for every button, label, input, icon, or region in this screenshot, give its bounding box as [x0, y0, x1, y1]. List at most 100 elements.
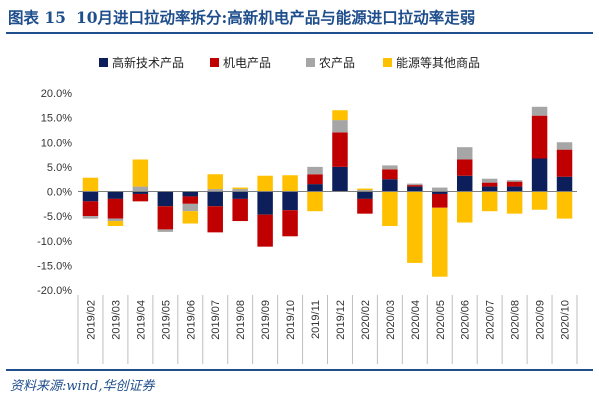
chart-title: 图表 15 10月进口拉动率拆分:高新机电产品与能源进口拉动率走弱	[8, 6, 591, 30]
bar-2020/06-series-0	[456, 175, 473, 192]
bar-2020/08-series-2	[506, 180, 523, 182]
bar-2019/05-series-2	[157, 229, 174, 232]
legend-swatch-1	[210, 58, 219, 67]
bar-2020/08-series-3	[506, 191, 523, 214]
y-tick-label: 10.0%	[41, 137, 72, 149]
y-tick-label: -15.0%	[37, 260, 72, 272]
bar-2019/09-series-1	[257, 214, 273, 247]
bar-2019/08-series-2	[232, 189, 248, 192]
bar-2019/08-series-3	[232, 187, 248, 190]
x-tick-label: 2020/07	[485, 300, 497, 340]
y-tick-label: 15.0%	[41, 113, 72, 125]
y-tick-label: -5.0%	[43, 211, 72, 223]
bar-2019/11-series-0	[307, 184, 323, 192]
x-tick-label: 2020/02	[360, 300, 372, 340]
bar-2020/05-series-1	[432, 193, 448, 208]
bar-2019/03-series-0	[107, 191, 124, 199]
bar-2019/04-series-3	[132, 159, 149, 187]
figure-title: 10月进口拉动率拆分:高新机电产品与能源进口拉动率走弱	[75, 8, 476, 27]
bar-2019/03-series-3	[107, 221, 124, 226]
y-axis-ticks: -20.0% -15.0% -10.0% -5.0% 0.0% 5.0% 10.0% 15.0…	[37, 88, 72, 297]
bar-2020/05-series-0	[432, 191, 448, 194]
bar-2019/12-series-1	[332, 132, 348, 167]
bar-2020/04-series-0	[407, 186, 423, 192]
x-tick-label: 2020/08	[510, 300, 522, 340]
bar-2020/07-series-1	[481, 182, 498, 187]
legend-swatch-2	[306, 58, 315, 67]
bar-2019/08-series-1	[232, 198, 248, 222]
x-tick-label: 2019/03	[110, 300, 122, 340]
bar-2019/02-series-1	[82, 201, 99, 217]
legend-label-2: 农产品	[319, 56, 355, 70]
bar-2020/02-series-2	[357, 190, 373, 192]
bar-2020/09-series-2	[531, 106, 548, 116]
x-tick-label: 2019/05	[160, 300, 172, 340]
legend-label-1: 机电产品	[223, 56, 271, 70]
legend-swatch-3	[383, 58, 392, 67]
bar-2020/02-series-0	[357, 191, 373, 199]
stacked-bar-chart: 高新技术产品 机电产品 农产品 能源等其他商品 -20.0%-15.0%-10.0%-…	[37, 55, 578, 364]
bar-2019/04-series-1	[132, 193, 149, 202]
bar-2020/09-series-1	[531, 115, 548, 159]
y-tick-label: 0.0%	[47, 187, 72, 199]
bar-2020/08-series-0	[506, 186, 523, 192]
legend: 高新技术产品 机电产品 农产品 能源等其他商品	[99, 55, 480, 70]
bar-2020/09-series-0	[531, 158, 548, 192]
x-axis-ticks: 2019/02 2019/03 2019/04 2019/05 2019/06 2019/…	[77, 295, 578, 364]
x-tick-label: 2020/03	[385, 300, 397, 340]
x-tick-label: 2019/09	[260, 300, 272, 340]
footer-rule	[6, 369, 593, 371]
bar-2019/06-series-3	[182, 211, 199, 224]
bar-2019/05-series-0	[157, 191, 174, 207]
bar-2019/09-series-3	[257, 175, 273, 192]
x-tick-label: 2020/04	[410, 300, 422, 340]
bar-2020/04-series-2	[407, 183, 423, 186]
title-rule	[6, 32, 593, 34]
x-tick-label: 2019/08	[235, 300, 247, 340]
bar-2020/09-series-3	[531, 191, 548, 210]
bar-2020/10-series-2	[556, 142, 573, 150]
bar-2020/03-series-3	[382, 191, 398, 226]
bar-2019/06-series-2	[182, 203, 199, 212]
bar-2019/09-series-0	[257, 191, 273, 215]
bar-2019/11-series-3	[307, 191, 323, 212]
bar-2020/10-series-3	[556, 191, 573, 219]
bar-2020/03-series-2	[382, 165, 398, 170]
bar-2019/02-series-0	[82, 191, 99, 202]
bar-2019/07-series-0	[207, 191, 223, 207]
x-tick-label: 2019/11	[310, 300, 322, 339]
x-tick-label: 2019/02	[85, 300, 97, 340]
bar-2020/07-series-0	[481, 186, 498, 192]
bar-2019/03-series-1	[107, 198, 124, 219]
bar-2019/04-series-2	[132, 186, 149, 192]
bar-2020/02-series-3	[357, 188, 373, 191]
bar-2019/12-series-0	[332, 166, 348, 192]
bar-2020/08-series-1	[506, 181, 523, 187]
bars	[82, 106, 573, 277]
bar-2020/02-series-1	[357, 198, 373, 214]
legend-label-3: 能源等其他商品	[396, 55, 480, 70]
figure-number: 图表 15	[8, 8, 66, 27]
bar-2019/11-series-1	[307, 174, 323, 185]
x-tick-label: 2019/12	[335, 300, 347, 340]
x-tick-label: 2019/07	[210, 300, 222, 340]
x-tick-label: 2019/04	[135, 300, 147, 340]
legend-swatch-0	[99, 58, 108, 67]
bar-2019/07-series-3	[207, 174, 223, 190]
y-tick-label: 5.0%	[47, 162, 72, 174]
bar-2019/12-series-2	[332, 120, 348, 133]
bar-2020/04-series-3	[407, 191, 423, 263]
x-tick-label: 2020/09	[535, 300, 547, 340]
bar-2019/07-series-2	[207, 189, 223, 192]
bar-2019/08-series-0	[232, 191, 248, 199]
bar-2019/02-series-3	[82, 177, 99, 192]
bar-2019/07-series-1	[207, 206, 223, 233]
bar-2019/02-series-2	[82, 216, 99, 219]
bar-2020/03-series-1	[382, 169, 398, 180]
bar-2019/04-series-0	[132, 191, 149, 194]
bar-2019/03-series-2	[107, 218, 124, 222]
bar-2020/03-series-0	[382, 179, 398, 192]
source-note: 资料来源:wind,华创证券	[10, 379, 155, 394]
bar-2019/11-series-2	[307, 166, 323, 175]
y-tick-label: 20.0%	[41, 88, 72, 100]
